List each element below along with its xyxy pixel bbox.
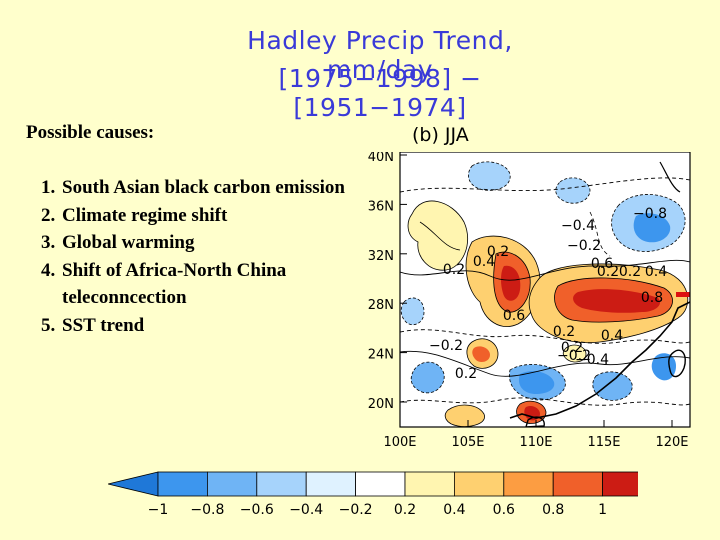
- contour-label: 0.2: [561, 340, 583, 356]
- contour-label: 0.4: [645, 264, 667, 280]
- contour-line: [400, 177, 690, 193]
- lon-tick-label: 120E: [655, 435, 688, 450]
- coastline: [525, 416, 545, 427]
- contour-label: −0.4: [561, 218, 595, 234]
- contour-line: [589, 211, 611, 257]
- positive-region: [573, 289, 661, 313]
- contour-line: [419, 221, 461, 251]
- precip-trend-map: −0.4−0.8−0.20.2 0.40.20.60.2 0.2 0.40.80.20…: [368, 152, 691, 450]
- lon-tick-label: 105E: [451, 435, 484, 450]
- contour-label: 0.6: [503, 308, 525, 324]
- contour-line: [400, 329, 690, 344]
- colorbar-tick-label: −0.6: [240, 502, 274, 518]
- cause-item: Climate regime shift: [60, 202, 356, 230]
- lat-tick-label: 40N: [368, 152, 394, 165]
- colorbar-box: [207, 471, 258, 497]
- contour-label: −0.4: [575, 352, 609, 368]
- contour-line: [400, 259, 690, 281]
- latitude-axis: 40N 36N 32N 28N 24N 20N: [368, 152, 407, 412]
- map-field: [400, 152, 690, 427]
- island-outline: [668, 349, 686, 378]
- contour-label: 0.6: [591, 256, 613, 272]
- contour-label: 0.4: [473, 254, 495, 270]
- colorbar-ticks: −1 −0.8 −0.6 −0.4 −0.2 0.2 0.4 0.6 0.8 1: [148, 502, 607, 518]
- colorbar-tick-label: 0.6: [493, 502, 515, 518]
- causes-list: South Asian black carbon emission Climat…: [26, 174, 356, 339]
- negative-region: [633, 213, 671, 243]
- colorbar-box: [305, 471, 356, 497]
- colorbar-tick-label: −0.4: [289, 502, 323, 518]
- negative-region: [555, 177, 591, 204]
- coastline: [659, 161, 681, 193]
- contour-label: 0.2: [487, 244, 509, 260]
- contour-line: [400, 397, 690, 406]
- coastline: [509, 301, 690, 419]
- colorbar-box: [602, 471, 638, 497]
- contour-label: 0.2: [455, 366, 477, 382]
- causes-heading: Possible causes:: [26, 122, 155, 143]
- colorbar-box: [552, 471, 604, 497]
- lat-tick-label: 20N: [368, 397, 394, 412]
- colorbar-box: [453, 471, 505, 497]
- colorbar-box: [157, 471, 208, 497]
- negative-region: [518, 371, 555, 394]
- colorbar: −1 −0.8 −0.6 −0.4 −0.2 0.2 0.4 0.6 0.8 1: [108, 471, 638, 518]
- contour-label: 0.2: [597, 264, 619, 280]
- lon-tick-label: 100E: [383, 435, 416, 450]
- contour-label: −0.2: [429, 338, 463, 354]
- panel-label: (b) JJA: [412, 124, 469, 146]
- contour-label: 0.2: [443, 262, 465, 278]
- colorbar-box: [355, 471, 406, 497]
- positive-region: [407, 200, 469, 271]
- colorbar-box: [503, 471, 554, 497]
- colorbar-boxes: [108, 471, 638, 497]
- negative-region: [592, 371, 633, 401]
- cause-item: SST trend: [60, 312, 356, 340]
- colorbar-arrow-low: [108, 471, 159, 497]
- lat-tick-label: 28N: [368, 298, 394, 313]
- negative-region: [468, 161, 511, 191]
- contour-label: 0.2: [553, 324, 575, 340]
- cause-item: Global warming: [60, 229, 356, 257]
- cause-item: Shift of Africa-North China teleconncect…: [60, 257, 356, 312]
- contour-label: 0.2: [619, 264, 641, 280]
- contour-label: −0.2: [557, 348, 591, 364]
- lat-tick-label: 36N: [368, 199, 394, 214]
- lon-tick-label: 115E: [587, 435, 620, 450]
- contour-line: [400, 350, 690, 377]
- contour-label: 0.8: [641, 290, 663, 306]
- chart-title-line1: Hadley Precip Trend, mm/day: [247, 26, 513, 84]
- colorbar-tick-label: 0.8: [542, 502, 564, 518]
- lat-tick-label: 24N: [368, 348, 394, 363]
- positive-region: [562, 344, 587, 363]
- contour-label: 0.4: [601, 328, 623, 344]
- positive-region: [444, 404, 485, 427]
- colorbar-box: [404, 471, 455, 497]
- causes-block: Possible causes: South Asian black carbo…: [26, 122, 356, 339]
- contour-label: −0.8: [633, 206, 667, 222]
- colorbar-tick-label: 0.2: [394, 502, 416, 518]
- chart-title-line2: [1975−1998] − [1951−1974]: [278, 64, 482, 122]
- colorbar-tick-label: −1: [148, 502, 169, 518]
- negative-region: [400, 297, 425, 326]
- cause-item: South Asian black carbon emission: [60, 174, 356, 202]
- negative-region: [410, 361, 445, 394]
- colorbar-tick-label: −0.2: [339, 502, 373, 518]
- lat-tick-label: 32N: [368, 249, 394, 264]
- positive-region: [472, 346, 490, 363]
- colorbar-tick-label: 0.4: [443, 502, 465, 518]
- colorbar-box: [256, 471, 307, 497]
- contour-label: −0.2: [567, 238, 601, 254]
- colorbar-tick-label: 1: [598, 502, 607, 518]
- trend-marker: [676, 292, 690, 297]
- longitude-axis: 100E 105E 110E 115E 120E: [383, 420, 689, 450]
- positive-region: [501, 265, 521, 301]
- negative-region: [651, 353, 676, 381]
- lon-tick-label: 110E: [519, 435, 552, 450]
- colorbar-tick-label: −0.8: [190, 502, 224, 518]
- map-frame: [399, 152, 691, 428]
- contour-labels: −0.4−0.8−0.20.2 0.40.20.60.2 0.2 0.40.80.20…: [429, 206, 667, 382]
